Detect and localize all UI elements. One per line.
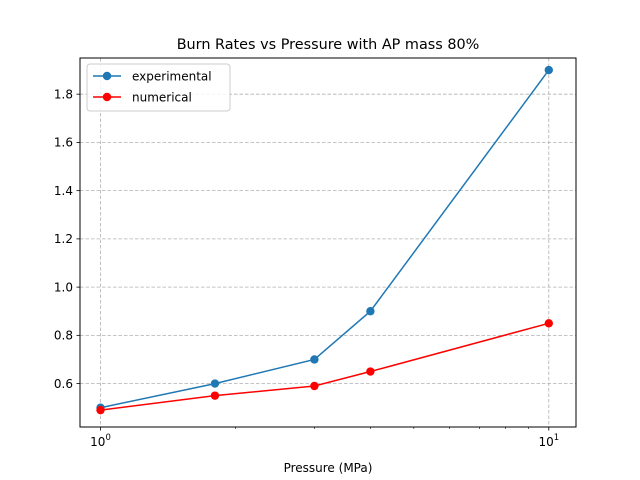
legend-marker-experimental [102, 71, 112, 81]
data-point-experimental [544, 65, 553, 75]
y-tick-label: 0.6 [54, 377, 73, 391]
y-tick-label: 1.6 [54, 136, 73, 150]
x-tick-label: 101 [538, 433, 559, 449]
grid-lines [80, 58, 576, 427]
plot-frame [79, 57, 577, 428]
legend-label-numerical: numerical [132, 90, 192, 104]
y-tick-label: 1.4 [54, 184, 73, 198]
y-tick-label: 1.8 [54, 87, 73, 101]
data-point-numerical [96, 405, 105, 415]
x-axis-label: Pressure (MPa) [284, 461, 373, 475]
data-point-experimental [310, 355, 319, 364]
y-tick-label: 1.2 [54, 232, 73, 246]
data-point-numerical [366, 367, 375, 376]
axis-ticks: 0.6 0.8 1.0 1.2 1.4 1.6 1.8 100 101 [54, 87, 559, 449]
y-tick-label: 1.0 [54, 280, 73, 294]
data-point-numerical [210, 391, 220, 400]
data-point-numerical [544, 319, 553, 328]
x-tick-label: 100 [90, 433, 111, 449]
data-point-experimental [366, 307, 375, 316]
legend-marker-numerical [102, 92, 112, 102]
series-layer [96, 65, 553, 415]
data-point-experimental [210, 379, 220, 388]
legend-box [86, 63, 231, 112]
data-point-numerical [310, 381, 319, 391]
y-tick-label: 0.8 [54, 329, 73, 343]
legend-label-experimental: experimental [132, 69, 212, 83]
chart-title: Burn Rates vs Pressure with AP mass 80% [177, 37, 480, 53]
legend: experimental numerical [86, 63, 231, 112]
